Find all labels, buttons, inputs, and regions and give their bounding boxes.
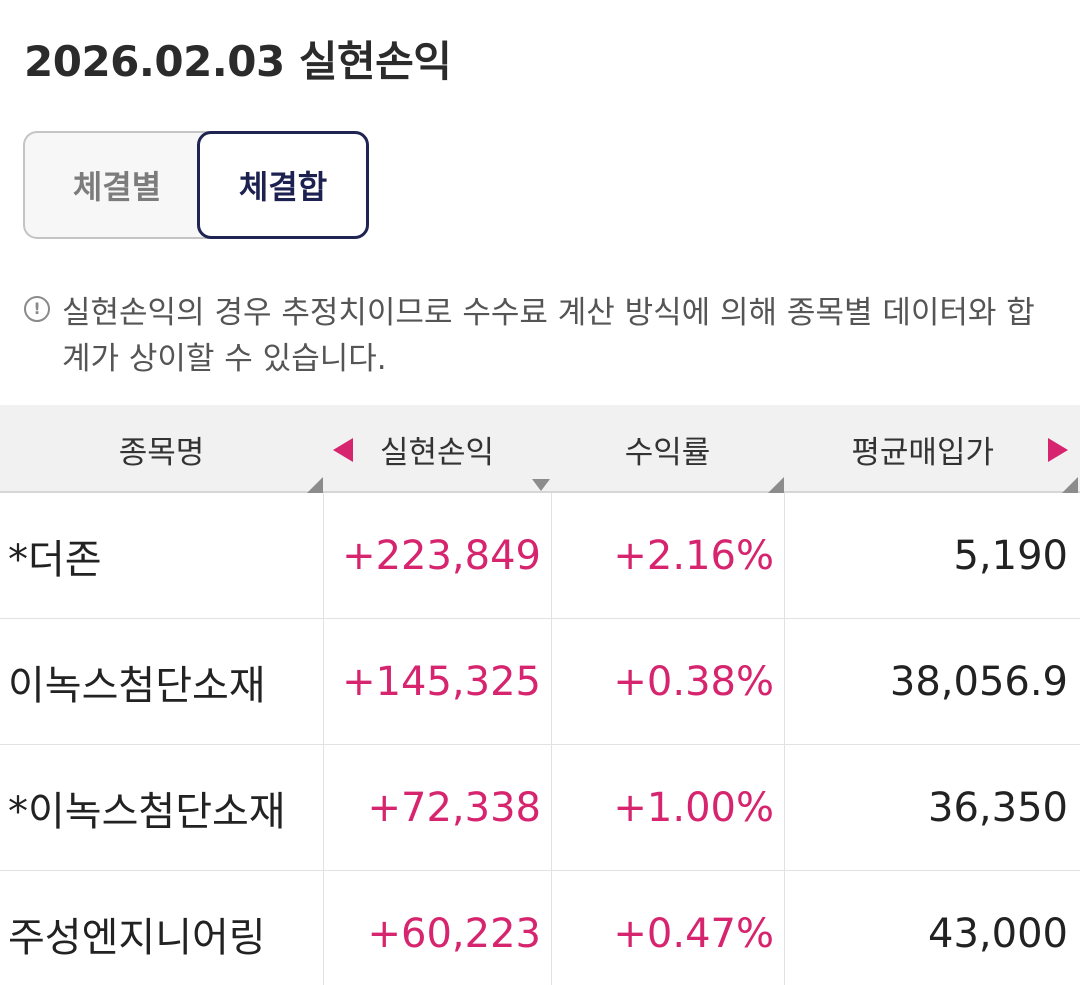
cell-realized-profit: +72,338 [323, 745, 551, 870]
cell-avg-price: 5,190 [784, 493, 1080, 618]
table-row[interactable]: *더존 +223,849 +2.16% 5,190 [0, 493, 1080, 619]
corner-marker-icon [307, 477, 323, 493]
tab-execution-sum[interactable]: 체결합 [197, 131, 369, 239]
cell-return-rate: +0.47% [551, 871, 784, 985]
column-header-name[interactable]: 종목명 [118, 434, 205, 471]
column-header-rate[interactable]: 수익률 [624, 434, 711, 471]
info-circle-icon: ! [24, 296, 50, 322]
table-row[interactable]: 주성엔지니어링 +60,223 +0.47% 43,000 [0, 871, 1080, 985]
scroll-right-arrow-icon[interactable] [1048, 438, 1068, 462]
view-mode-toggle: 체결별 체결합 [23, 131, 369, 239]
table-row[interactable]: 이녹스첨단소재 +145,325 +0.38% 38,056.9 [0, 619, 1080, 745]
table-body: *더존 +223,849 +2.16% 5,190 이녹스첨단소재 +145,3… [0, 493, 1080, 985]
cell-avg-price: 43,000 [784, 871, 1080, 985]
cell-return-rate: +1.00% [551, 745, 784, 870]
table-row[interactable]: *이녹스첨단소재 +72,338 +1.00% 36,350 [0, 745, 1080, 871]
cell-realized-profit: +60,223 [323, 871, 551, 985]
corner-marker-icon [1062, 477, 1078, 493]
cell-return-rate: +2.16% [551, 493, 784, 618]
column-header-profit[interactable]: 실현손익 [379, 434, 495, 471]
table-header: 종목명 실현손익 수익률 평균매입가 [0, 405, 1080, 493]
notice-text: 실현손익의 경우 추정치이므로 수수료 계산 방식에 의해 종목별 데이터와 합… [62, 295, 1035, 377]
cell-stock-name: *이녹스첨단소재 [8, 788, 286, 835]
corner-marker-icon [768, 477, 784, 493]
column-header-avg-price[interactable]: 평균매입가 [851, 434, 994, 471]
realized-pl-table: 종목명 실현손익 수익률 평균매입가 *더존 +223,849 +2.16% 5… [0, 405, 1080, 985]
cell-return-rate: +0.38% [551, 619, 784, 744]
scroll-left-arrow-icon[interactable] [333, 438, 353, 462]
cell-stock-name: 주성엔지니어링 [8, 914, 266, 961]
tab-by-execution[interactable]: 체결별 [23, 131, 209, 239]
cell-avg-price: 38,056.9 [784, 619, 1080, 744]
page-title: 2026.02.03 실현손익 [24, 37, 452, 86]
sort-down-icon[interactable] [532, 479, 550, 491]
cell-stock-name: 이녹스첨단소재 [8, 662, 266, 709]
cell-realized-profit: +223,849 [323, 493, 551, 618]
cell-stock-name: *더존 [8, 536, 102, 583]
cell-realized-profit: +145,325 [323, 619, 551, 744]
cell-avg-price: 36,350 [784, 745, 1080, 870]
